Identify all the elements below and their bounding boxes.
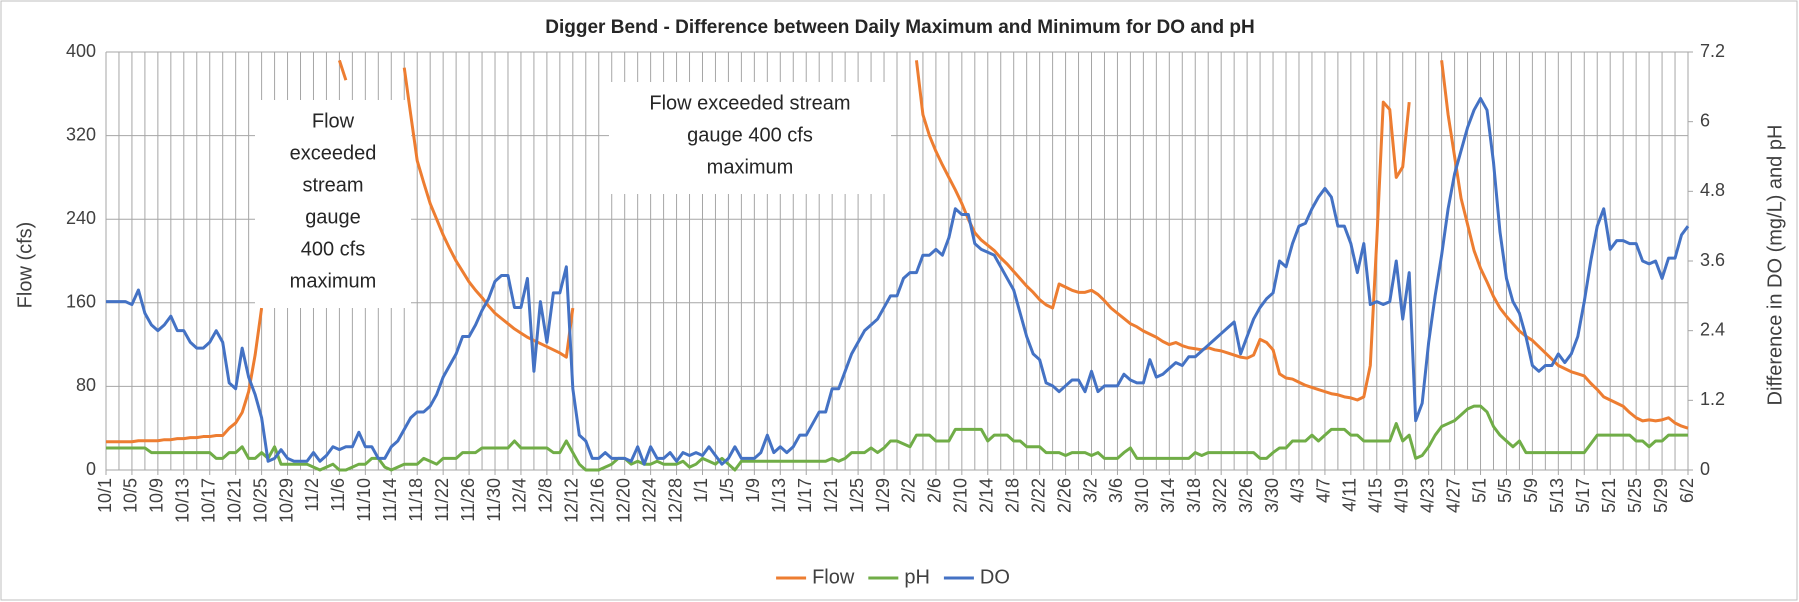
series-line bbox=[106, 96, 1690, 466]
x-tick-label: 12/20 bbox=[613, 478, 633, 523]
x-tick-label: 2/2 bbox=[899, 478, 919, 503]
x-tick-label: 1/17 bbox=[795, 478, 815, 513]
x-tick-label: 4/7 bbox=[1314, 478, 1334, 503]
x-tick-label: 10/1 bbox=[95, 478, 115, 513]
x-tick-label: 12/24 bbox=[639, 478, 659, 523]
x-tick-label: 5/25 bbox=[1625, 478, 1645, 513]
y-tick-label: 400 bbox=[66, 41, 96, 61]
x-tick-label: 2/14 bbox=[977, 478, 997, 513]
x-tick-label: 4/3 bbox=[1288, 478, 1308, 503]
y2-tick-label: 1.2 bbox=[1700, 389, 1725, 409]
x-tick-label: 12/12 bbox=[562, 478, 582, 523]
x-tick-label: 1/13 bbox=[769, 478, 789, 513]
x-tick-label: 2/26 bbox=[1054, 478, 1074, 513]
legend-label: Flow bbox=[812, 566, 855, 588]
x-tick-label: 11/22 bbox=[432, 478, 452, 522]
x-tick-label: 1/21 bbox=[821, 478, 841, 513]
series-line bbox=[106, 404, 1688, 472]
y2-tick-label: 0 bbox=[1700, 459, 1710, 479]
x-tick-label: 11/30 bbox=[484, 478, 504, 522]
x-tick-label: 2/6 bbox=[925, 478, 945, 503]
x-tick-label: 3/10 bbox=[1132, 478, 1152, 513]
x-tick-label: 3/6 bbox=[1106, 478, 1126, 503]
x-tick-label: 1/9 bbox=[743, 478, 763, 503]
x-tick-label: 5/29 bbox=[1651, 478, 1671, 513]
x-tick-label: 10/25 bbox=[250, 478, 270, 523]
y-tick-label: 0 bbox=[86, 459, 96, 479]
x-tick-label: 2/18 bbox=[1002, 478, 1022, 513]
x-tick-label: 11/26 bbox=[458, 478, 478, 522]
y-axis-title: Flow (cfs) bbox=[14, 222, 36, 309]
annotation-text: exceeded bbox=[290, 142, 377, 164]
x-tick-label: 4/27 bbox=[1443, 478, 1463, 513]
x-tick-label: 5/21 bbox=[1599, 478, 1619, 513]
annotation-text: 400 cfs bbox=[301, 238, 365, 260]
x-tick-label: 10/9 bbox=[147, 478, 167, 513]
x-tick-label: 10/13 bbox=[173, 478, 193, 523]
annotation-text: gauge bbox=[305, 206, 361, 228]
annotation-text: stream bbox=[302, 174, 363, 196]
x-tick-label: 3/30 bbox=[1262, 478, 1282, 513]
y2-tick-label: 3.6 bbox=[1700, 250, 1725, 270]
annotation-text: maximum bbox=[707, 156, 794, 178]
x-tick-label: 2/10 bbox=[951, 478, 971, 513]
x-tick-label: 1/5 bbox=[717, 478, 737, 503]
x-tick-label: 12/16 bbox=[588, 478, 608, 523]
x-tick-label: 5/17 bbox=[1573, 478, 1593, 513]
x-tick-label: 3/2 bbox=[1080, 478, 1100, 503]
x-tick-label: 12/4 bbox=[510, 478, 530, 513]
x-tick-label: 4/11 bbox=[1340, 478, 1360, 512]
y2-axis-title: Difference in DO (mg/L) and pH bbox=[1764, 125, 1786, 406]
x-tick-label: 12/8 bbox=[536, 478, 556, 513]
annotation-text: gauge 400 cfs bbox=[687, 124, 813, 146]
chart-title: Digger Bend - Difference between Daily M… bbox=[545, 17, 1254, 38]
x-tick-label: 3/18 bbox=[1184, 478, 1204, 513]
y2-tick-label: 7.2 bbox=[1700, 41, 1725, 61]
x-tick-label: 4/15 bbox=[1366, 478, 1386, 513]
x-tick-label: 11/10 bbox=[354, 478, 374, 522]
x-tick-label: 11/14 bbox=[380, 478, 400, 522]
legend-label: pH bbox=[904, 566, 930, 588]
x-tick-label: 12/28 bbox=[665, 478, 685, 523]
annotation-text: Flow exceeded stream bbox=[649, 92, 850, 114]
x-tick-label: 5/1 bbox=[1469, 478, 1489, 503]
x-tick-label: 2/22 bbox=[1028, 478, 1048, 513]
x-tick-label: 5/5 bbox=[1495, 478, 1515, 503]
legend-label: DO bbox=[980, 566, 1010, 588]
x-tick-label: 3/26 bbox=[1236, 478, 1256, 513]
y2-tick-label: 2.4 bbox=[1700, 319, 1725, 339]
x-tick-label: 10/17 bbox=[198, 478, 218, 523]
y-tick-label: 80 bbox=[76, 375, 96, 395]
annotation-text: Flow bbox=[312, 110, 355, 132]
annotation-text: maximum bbox=[290, 270, 377, 292]
y2-tick-label: 4.8 bbox=[1700, 180, 1725, 200]
x-tick-label: 6/2 bbox=[1677, 478, 1697, 503]
y2-tick-label: 6 bbox=[1700, 110, 1710, 130]
x-tick-label: 11/18 bbox=[406, 478, 426, 522]
y-tick-label: 160 bbox=[66, 292, 96, 312]
x-tick-label: 11/6 bbox=[328, 478, 348, 512]
x-tick-label: 4/19 bbox=[1391, 478, 1411, 513]
x-tick-label: 10/29 bbox=[276, 478, 296, 523]
x-tick-label: 5/13 bbox=[1547, 478, 1567, 513]
x-tick-label: 3/22 bbox=[1210, 478, 1230, 513]
y-tick-label: 320 bbox=[66, 124, 96, 144]
x-tick-label: 10/21 bbox=[224, 478, 244, 523]
series-line bbox=[106, 59, 1689, 444]
y-tick-label: 240 bbox=[66, 208, 96, 228]
x-tick-label: 10/5 bbox=[121, 478, 141, 513]
annotation-box bbox=[255, 100, 411, 308]
x-tick-label: 1/29 bbox=[873, 478, 893, 513]
x-tick-label: 1/25 bbox=[847, 478, 867, 513]
x-tick-label: 11/2 bbox=[302, 478, 322, 512]
x-tick-label: 1/1 bbox=[691, 478, 711, 503]
x-tick-label: 5/9 bbox=[1521, 478, 1541, 503]
annotation-box bbox=[609, 82, 891, 194]
x-tick-label: 3/14 bbox=[1158, 478, 1178, 513]
x-tick-label: 4/23 bbox=[1417, 478, 1437, 513]
